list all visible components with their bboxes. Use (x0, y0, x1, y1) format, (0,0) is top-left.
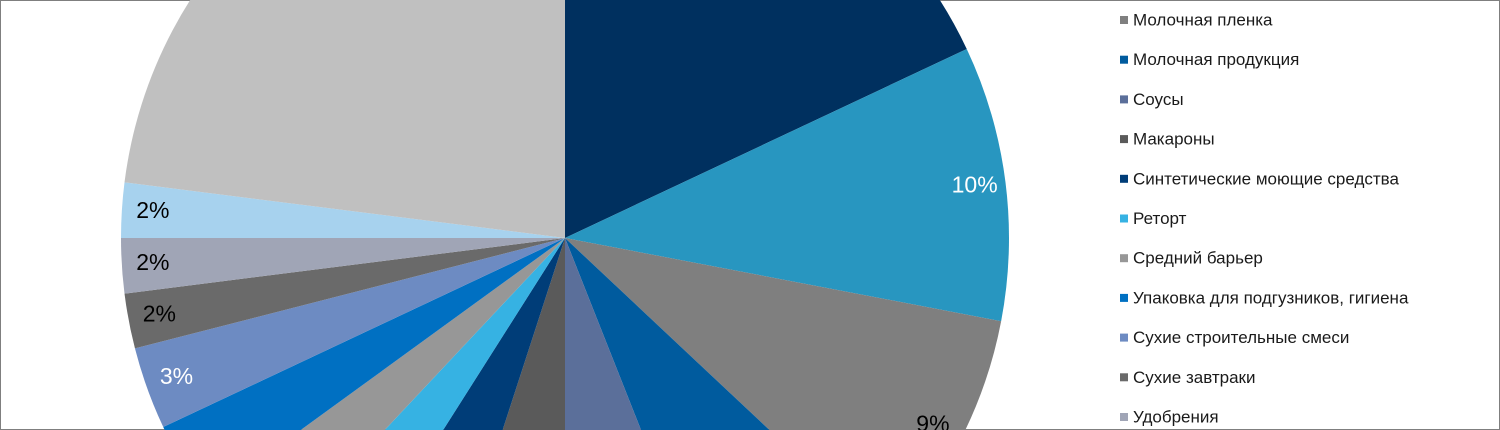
legend-label: Синтетические моющие средства (1133, 169, 1399, 188)
slice-label: 2% (143, 300, 176, 326)
pie-slice (565, 238, 1002, 430)
legend-swatch (1120, 413, 1128, 421)
pie-slice (565, 0, 967, 238)
pie-slice (502, 238, 565, 430)
legend-swatch (1120, 135, 1128, 144)
legend-swatch (1120, 373, 1128, 382)
legend-swatch (1120, 293, 1128, 302)
slice-label: 3% (160, 363, 193, 389)
legend-swatch (1120, 174, 1128, 183)
pie-slice (565, 238, 770, 430)
pie-slice (124, 238, 566, 349)
legend-swatch (1120, 95, 1128, 104)
legend-label: Сухие строительные смеси (1133, 328, 1349, 347)
legend-swatch (1120, 333, 1128, 342)
pie-slice (565, 238, 642, 430)
legend-swatch (1120, 55, 1128, 64)
slice-label: 10% (952, 171, 998, 197)
legend-label: Сухие завтраки (1133, 368, 1256, 387)
pie-slice (124, 0, 565, 238)
pie-slice (121, 182, 565, 238)
legend-label: Упаковка для подгузников, гигиена (1133, 288, 1409, 307)
legend-label: Молочная пленка (1133, 10, 1273, 29)
legend-label: Средний барьер (1133, 249, 1263, 268)
pie-slice (443, 238, 565, 430)
slice-label: 9% (916, 411, 949, 430)
slice-label: 2% (136, 197, 169, 223)
pie-slice (121, 238, 565, 294)
legend-swatch (1120, 254, 1128, 263)
legend-label: Соусы (1133, 90, 1184, 109)
legend-label: Удобрения (1133, 407, 1219, 426)
legend-swatch (1120, 16, 1128, 24)
pie-slice (565, 48, 1009, 322)
slice-label: 2% (136, 249, 169, 275)
legend-label: Молочная продукция (1133, 50, 1299, 69)
pie-slice (163, 238, 565, 430)
legend-label: Макароны (1133, 130, 1215, 149)
legend-label: Реторт (1133, 209, 1187, 228)
pie-slice (134, 238, 565, 428)
legend-swatch (1120, 214, 1128, 223)
